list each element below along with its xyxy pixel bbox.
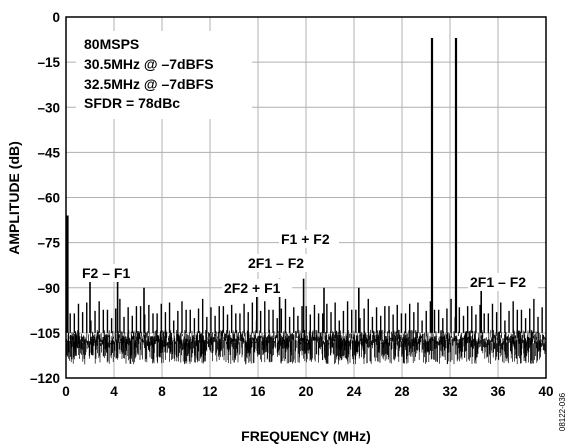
y-axis-title: AMPLITUDE (dB) — [6, 141, 22, 255]
annotation-bg-2f2-plus-f1 — [222, 279, 292, 297]
info-line-sfdr: SFDR = 78dBc — [84, 95, 180, 111]
y-tick-label: –120 — [30, 371, 60, 386]
y-tick-label: –75 — [37, 236, 60, 251]
info-line-sample-rate: 80MSPS — [84, 36, 139, 52]
x-tick-label: 32 — [442, 384, 457, 399]
y-tick-label: –15 — [37, 55, 60, 70]
x-axis-title: FREQUENCY (MHz) — [241, 428, 371, 444]
fundamental-tones — [430, 38, 458, 333]
x-tick-label: 28 — [394, 384, 410, 399]
y-tick-label: –30 — [37, 100, 60, 115]
spurs — [66, 215, 483, 333]
y-tick-labels: 0 –15 –30 –45 –60 –75 –90 –105 –120 — [30, 10, 61, 386]
info-line-tone1: 30.5MHz @ –7dBFS — [84, 56, 214, 72]
y-tick-label: –45 — [37, 145, 60, 160]
x-tick-label: 0 — [62, 384, 70, 399]
spur-comb — [69, 298, 543, 333]
y-tick-label: –90 — [37, 281, 60, 296]
annotation-2f2-plus-f1: 2F2 + F1 — [224, 280, 281, 296]
x-tick-label: 16 — [250, 384, 266, 399]
plot-frame — [65, 16, 547, 379]
annotation-bg-f1-plus-f2 — [279, 230, 339, 248]
annotation-2f1-minus-f2-right: 2F1 – F2 — [470, 274, 526, 290]
annotation-bg-2f1-minus-f2-right — [468, 273, 538, 291]
x-tick-label: 8 — [158, 384, 166, 399]
x-tick-label: 12 — [202, 384, 217, 399]
figure-id: 08122-036 — [558, 392, 567, 431]
x-tick-label: 24 — [346, 384, 362, 399]
annotation-2f1-minus-f2-mid: 2F1 – F2 — [248, 255, 304, 271]
y-tick-label: 0 — [52, 10, 60, 25]
y-tick-label: –60 — [37, 191, 60, 206]
annotation-bg-f2-minus-f1 — [80, 264, 142, 282]
annotation-f2-minus-f1: F2 – F1 — [82, 265, 130, 281]
x-tick-labels: 0 4 8 12 16 20 24 28 32 36 40 — [62, 384, 553, 399]
x-tick-label: 20 — [298, 384, 313, 399]
y-tick-label: –105 — [30, 326, 61, 341]
x-tick-label: 36 — [490, 384, 506, 399]
info-line-tone2: 32.5MHz @ –7dBFS — [84, 76, 214, 92]
annotation-bg-2f1-minus-f2-mid — [246, 254, 316, 272]
x-tick-label: 4 — [110, 384, 118, 399]
info-box — [76, 31, 252, 119]
annotation-f1-plus-f2: F1 + F2 — [281, 231, 330, 247]
x-tick-label: 40 — [538, 384, 553, 399]
